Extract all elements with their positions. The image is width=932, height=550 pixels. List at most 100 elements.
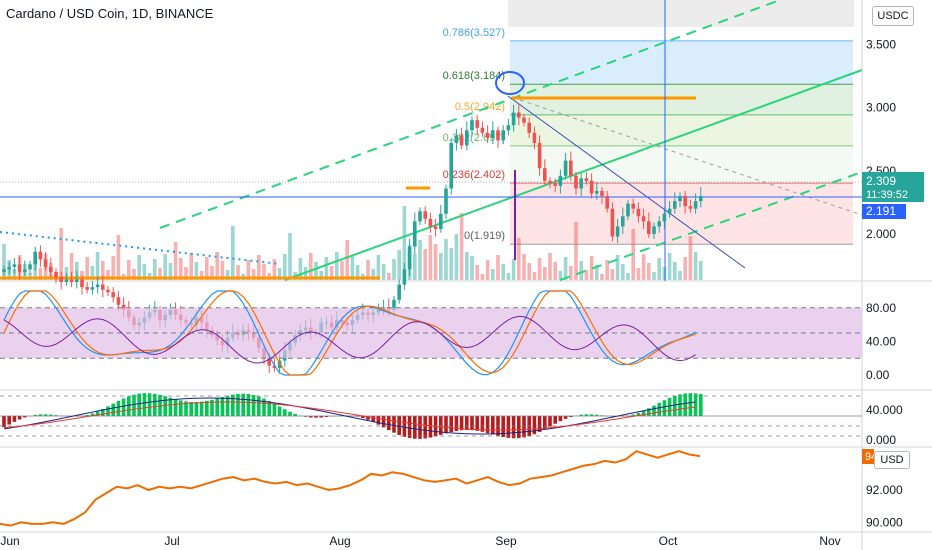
volume-bar-64 xyxy=(335,252,339,280)
time-tick-3: Sep xyxy=(495,534,517,548)
macd-hist-62 xyxy=(324,416,329,418)
rsi-tick-2: 0.00 xyxy=(866,368,890,382)
volume-bar-39 xyxy=(205,257,209,280)
volume-bar-16 xyxy=(85,257,89,280)
macd-hist-61 xyxy=(319,416,323,418)
macd-hist-74 xyxy=(387,416,391,431)
volume-bar-104 xyxy=(543,267,547,280)
candle-body-8 xyxy=(43,259,48,267)
volume-bar-53 xyxy=(277,268,282,280)
volume-bar-113 xyxy=(589,256,594,280)
candle-body-14 xyxy=(75,279,79,283)
volume-bar-59 xyxy=(309,253,313,280)
macd-hist-29 xyxy=(153,393,157,416)
macd-hist-90 xyxy=(470,416,474,431)
volume-bar-0 xyxy=(2,244,6,280)
dxy-line xyxy=(0,450,701,527)
candle-body-103 xyxy=(537,142,542,169)
macd-hist-37 xyxy=(194,401,199,416)
fib-level-label-2: 0.5(2.942) xyxy=(455,101,505,113)
fib-zone-2 xyxy=(510,114,853,146)
fib-zone-4 xyxy=(510,183,853,245)
volume-bar-129 xyxy=(673,262,677,280)
volume-bar-37 xyxy=(194,262,199,280)
stoch-rsi-pane xyxy=(0,290,862,376)
volume-bar-26 xyxy=(137,255,141,280)
dxy-tick-1: 90.000 xyxy=(866,515,903,529)
volume-bar-134 xyxy=(699,261,703,280)
macd-hist-107 xyxy=(558,416,563,422)
candle-body-105 xyxy=(548,180,552,184)
macd-hist-125 xyxy=(652,405,656,416)
macd-hist-85 xyxy=(444,416,448,434)
macd-hist-121 xyxy=(631,414,635,416)
dxy-last-badge xyxy=(862,449,874,464)
macd-hist-4 xyxy=(23,416,27,418)
candle-body-133 xyxy=(693,201,698,209)
volume-bar-48 xyxy=(251,269,256,280)
candle-body-98 xyxy=(511,112,516,126)
macd-hist-103 xyxy=(537,416,542,432)
scale-mode-button[interactable]: USDC xyxy=(872,6,914,26)
lower-channel-line xyxy=(559,171,863,281)
macd-hist-129 xyxy=(673,395,677,416)
volume-bar-57 xyxy=(298,258,303,280)
top-circle-marker xyxy=(495,71,525,95)
macd-hist-26 xyxy=(137,393,141,416)
candle-body-104 xyxy=(543,168,547,181)
macd-hist-18 xyxy=(95,411,100,416)
volume-bar-21 xyxy=(111,256,115,280)
volume-bar-71 xyxy=(371,269,375,280)
volume-bar-108 xyxy=(563,257,568,280)
macd-hist-39 xyxy=(205,400,209,416)
trend-lines[interactable] xyxy=(0,0,863,281)
volume-bar-43 xyxy=(225,270,230,280)
time-tick-4: Oct xyxy=(659,534,678,548)
candle-body-94 xyxy=(491,130,495,138)
currency-button[interactable]: USD xyxy=(874,451,910,469)
volume-bar-94 xyxy=(491,269,495,280)
macd-hist-17 xyxy=(90,413,95,416)
macd-hist-43 xyxy=(225,395,230,416)
macd-hist-69 xyxy=(361,416,365,418)
macd-hist-8 xyxy=(43,414,48,416)
volume-bar-50 xyxy=(262,264,266,280)
volume-bar-97 xyxy=(506,273,511,280)
volume-bar-112 xyxy=(584,270,589,280)
time-tick-2: Aug xyxy=(329,534,350,548)
candle-body-100 xyxy=(522,117,526,123)
candle-body-78 xyxy=(407,246,412,270)
macd-hist-104 xyxy=(543,416,547,430)
candle-body-111 xyxy=(579,178,583,189)
volume-bar-40 xyxy=(210,266,214,280)
macd-hist-127 xyxy=(662,400,667,416)
macd-hist-59 xyxy=(309,416,313,418)
volume-bar-49 xyxy=(257,255,261,280)
dxy-pane xyxy=(0,450,701,527)
candle-body-123 xyxy=(641,216,646,222)
macd-hist-97 xyxy=(506,416,511,438)
volume-bar-85 xyxy=(444,239,448,280)
volume-bar-65 xyxy=(340,261,344,280)
volume-bar-133 xyxy=(693,252,698,280)
candle-body-4 xyxy=(23,269,27,272)
volume-bar-76 xyxy=(397,250,401,280)
volume-bar-73 xyxy=(381,264,386,280)
line-price-label: 2.191 xyxy=(866,204,896,218)
candle-body-52 xyxy=(272,365,277,369)
volume-bar-62 xyxy=(324,257,329,280)
fib-retracement[interactable]: 0.786(3.527) 0.618(3.184) 0.5(2.942) 0.382(… xyxy=(443,27,853,245)
candle-body-9 xyxy=(49,266,53,272)
macd-hist-0 xyxy=(2,416,6,428)
volume-bar-7 xyxy=(38,268,43,280)
macd-hist-73 xyxy=(381,416,386,428)
macd-hist-1 xyxy=(7,416,11,425)
volume-bar-103 xyxy=(537,258,542,280)
macd-hist-21 xyxy=(111,403,115,416)
candle-body-23 xyxy=(121,304,126,310)
dxy-tick-0: 92.000 xyxy=(866,483,903,497)
volume-bar-47 xyxy=(246,260,251,280)
fib-level-label-1: 0.618(3.184) xyxy=(443,70,505,82)
volume-bar-44 xyxy=(231,226,235,280)
